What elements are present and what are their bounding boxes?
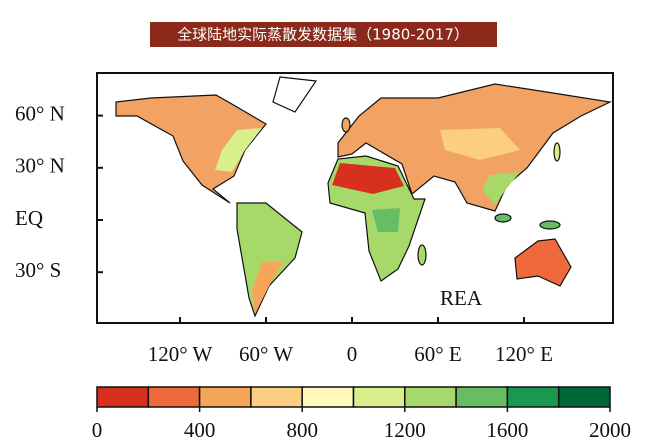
title: 全球陆地实际蒸散发数据集（1980-2017） <box>177 26 469 44</box>
land <box>115 76 612 318</box>
colorbar-label: 400 <box>184 418 216 442</box>
colorbar-cell <box>250 386 303 408</box>
colorbar-cell <box>96 386 150 408</box>
colorbar-label: 800 <box>286 418 318 442</box>
colorbar-cell <box>404 386 457 408</box>
britain <box>341 117 351 133</box>
colorbar-cell <box>352 386 406 408</box>
japan <box>553 142 561 162</box>
north-america-east <box>215 128 262 172</box>
colorbar-cell <box>147 386 201 408</box>
sahara <box>332 163 404 194</box>
new-guinea <box>539 220 561 230</box>
congo <box>372 208 400 232</box>
colorbar-cell <box>301 386 355 408</box>
lon-label: 120° W <box>148 342 213 366</box>
borneo <box>494 213 512 223</box>
australia <box>514 238 572 287</box>
colorbar-cell <box>506 386 560 408</box>
greenland <box>272 76 318 113</box>
lon-label: 120° E <box>495 342 553 366</box>
colorbar-cell <box>557 386 611 408</box>
lon-label: 60° E <box>414 342 461 366</box>
colorbar-label: 2000 <box>589 418 631 442</box>
lat-label: 30° N <box>15 154 65 178</box>
colorbar-label: 1600 <box>486 418 528 442</box>
north-america <box>115 94 267 204</box>
map-label: REA <box>440 286 483 310</box>
madagascar <box>417 244 427 266</box>
colorbar-label: 0 <box>92 418 103 442</box>
map-frame <box>96 72 614 324</box>
south-america-south <box>252 262 283 314</box>
lat-label: EQ <box>15 206 43 230</box>
lon-label: 0 <box>347 342 358 366</box>
central-asia <box>440 128 520 160</box>
lat-label: 30° S <box>15 258 61 282</box>
colorbar-cell <box>455 386 509 408</box>
title-box <box>150 22 497 47</box>
south-america <box>236 202 303 318</box>
lat-label: 60° N <box>15 101 65 125</box>
lon-label: 60° W <box>239 342 293 366</box>
colorbar-label: 1200 <box>384 418 426 442</box>
southeast-asia <box>482 172 520 205</box>
colorbar-cell <box>198 386 252 408</box>
